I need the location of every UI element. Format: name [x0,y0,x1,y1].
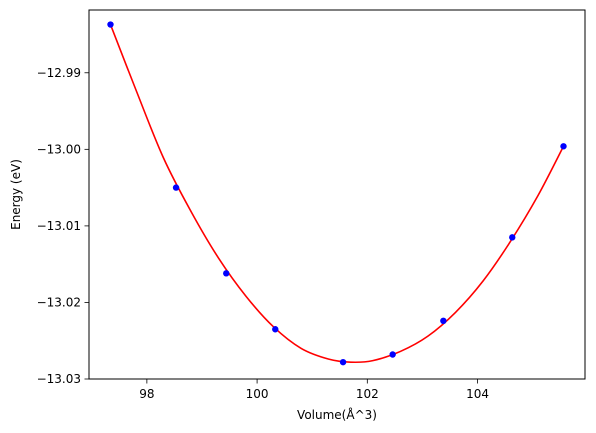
fit-curve-line [109,24,565,364]
y-tick-label: −12.99 [37,66,81,80]
plot-area [89,10,585,379]
y-tick-label: −13.00 [37,143,81,157]
data-point [272,326,279,333]
y-axis-label: Energy (eV) [9,159,23,230]
x-axis-label: Volume(Å^3) [297,407,377,422]
y-tick-label: −13.02 [37,296,81,310]
plot-frame [88,9,586,380]
series-layer [107,21,567,366]
x-tick-label: 100 [246,387,269,401]
data-point [107,21,114,28]
y-axis-ticks: −13.03 −13.02 −13.01 −13.00 −12.99 [37,66,89,386]
x-tick-label: 98 [139,387,154,401]
data-point [339,358,347,366]
x-tick-label: 102 [356,387,379,401]
data-point [440,317,447,325]
x-tick-label: 104 [466,387,489,401]
data-point [223,270,230,277]
x-axis-ticks: 98 100 102 104 [139,379,489,401]
data-point [509,234,516,241]
y-tick-label: −13.03 [37,372,81,386]
y-tick-label: −13.01 [37,219,81,233]
data-point [560,143,567,150]
data-point [172,184,180,191]
data-point [389,351,396,358]
